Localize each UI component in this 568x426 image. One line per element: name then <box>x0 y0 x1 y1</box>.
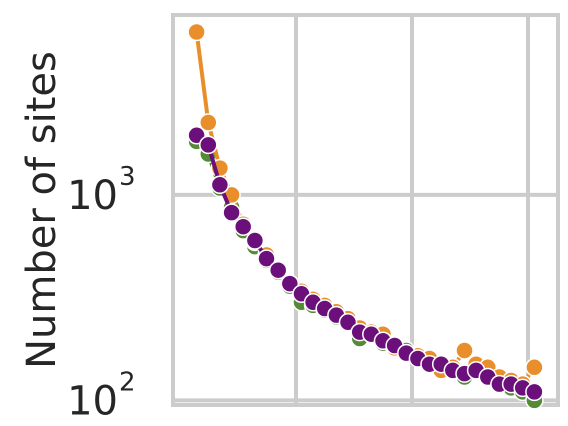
series-3-point-6 <box>245 231 265 250</box>
series-2-point-2 <box>199 113 218 132</box>
plot-frame <box>171 13 560 407</box>
series-2-point-30 <box>525 358 544 377</box>
y-tick-label-2: 10 <box>67 378 118 424</box>
y-axis-label: Number of sites <box>19 51 65 369</box>
y-tick-exponent-2: 2 <box>119 367 136 397</box>
series-2-point-24 <box>455 341 474 360</box>
series-3-point-4 <box>222 203 241 222</box>
series-3-point-8 <box>268 260 288 280</box>
series-3-point-9 <box>280 274 300 293</box>
series-2-point-1 <box>187 22 206 42</box>
series-3-point-3 <box>210 175 230 195</box>
series-3-point-5 <box>233 217 253 236</box>
series-3-point-30 <box>525 382 544 402</box>
series-3-point-2 <box>199 135 218 155</box>
series-3 <box>187 126 544 402</box>
y-tick-exponent-1: 3 <box>119 162 136 192</box>
series-3-point-14 <box>338 313 358 332</box>
plot-border <box>171 13 560 407</box>
series-3-line <box>195 133 536 394</box>
series-layer <box>187 22 544 410</box>
series-3-point-7 <box>257 249 276 268</box>
y-tick-label-1: 10 <box>67 173 118 219</box>
